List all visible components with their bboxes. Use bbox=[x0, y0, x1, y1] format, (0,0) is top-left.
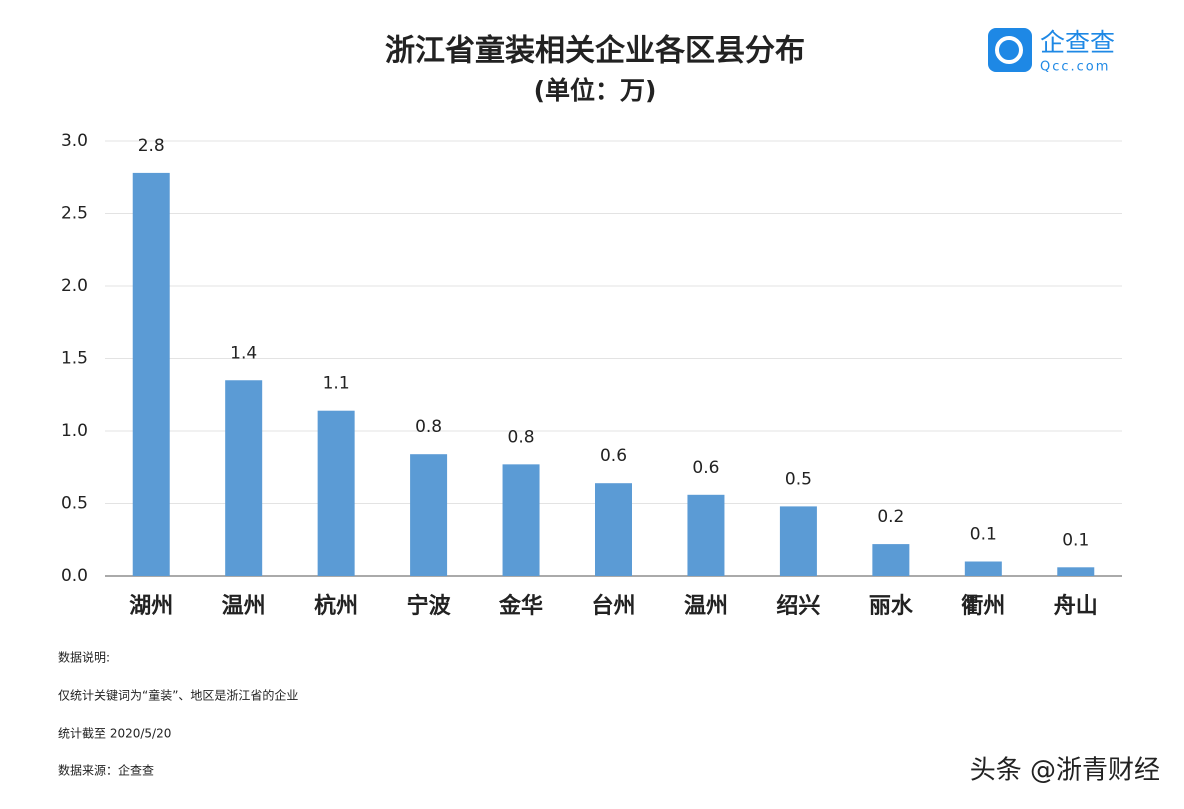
y-tick-label: 0.5 bbox=[61, 494, 88, 514]
y-tick-label: 0.0 bbox=[61, 566, 88, 586]
bar bbox=[779, 506, 817, 576]
value-label: 0.1 bbox=[1062, 530, 1089, 550]
value-label: 0.6 bbox=[600, 446, 627, 466]
x-tick-label: 丽水 bbox=[869, 594, 914, 619]
logo-site: Qcc.com bbox=[1040, 60, 1110, 75]
value-label: 0.8 bbox=[508, 427, 535, 447]
bar bbox=[225, 380, 263, 576]
value-label: 0.1 bbox=[970, 525, 997, 545]
y-tick-label: 1.5 bbox=[61, 349, 88, 369]
bar bbox=[502, 464, 540, 576]
y-tick-label: 1.0 bbox=[61, 421, 88, 441]
watermark: 头条 @浙青财经 bbox=[970, 756, 1160, 786]
note: 统计截至 2020/5/20 bbox=[58, 727, 171, 741]
bar bbox=[964, 561, 1002, 576]
x-tick-label: 衢州 bbox=[961, 593, 1005, 619]
bar bbox=[410, 454, 448, 576]
value-label: 0.8 bbox=[415, 417, 442, 437]
bar bbox=[872, 544, 910, 576]
value-label: 1.1 bbox=[323, 374, 350, 394]
bar bbox=[132, 172, 170, 576]
x-tick-label: 舟山 bbox=[1054, 593, 1098, 619]
value-label: 2.8 bbox=[138, 136, 165, 156]
bar bbox=[1057, 567, 1095, 576]
chart-title: 浙江省童装相关企业各区县分布 bbox=[385, 34, 805, 69]
chart-subtitle: (单位：万) bbox=[534, 76, 657, 105]
value-label: 1.4 bbox=[230, 343, 257, 363]
x-tick-label: 湖州 bbox=[129, 594, 173, 619]
value-label: 0.6 bbox=[692, 458, 719, 478]
logo-icon-ring bbox=[995, 36, 1023, 64]
bar bbox=[687, 494, 725, 576]
bar bbox=[317, 410, 355, 576]
x-tick-label: 杭州 bbox=[314, 593, 358, 619]
x-tick-label: 绍兴 bbox=[776, 593, 820, 619]
note: 数据来源：企查查 bbox=[58, 763, 154, 778]
y-tick-label: 2.5 bbox=[61, 204, 88, 224]
value-label: 0.2 bbox=[877, 507, 904, 527]
note: 仅统计关键词为“童装”、地区是浙江省的企业 bbox=[58, 688, 298, 703]
x-tick-label: 金华 bbox=[498, 593, 543, 619]
y-tick-label: 3.0 bbox=[61, 131, 88, 151]
x-tick-label: 温州 bbox=[222, 594, 266, 619]
value-label: 0.5 bbox=[785, 469, 812, 489]
x-tick-label: 宁波 bbox=[407, 593, 452, 619]
logo-icon bbox=[988, 28, 1032, 72]
x-tick-label: 台州 bbox=[591, 593, 635, 619]
y-tick-label: 2.0 bbox=[61, 276, 88, 296]
bar bbox=[595, 483, 632, 576]
logo-name: 企查查 bbox=[1040, 28, 1115, 57]
note: 数据说明: bbox=[58, 650, 110, 665]
x-tick-label: 温州 bbox=[684, 594, 728, 619]
